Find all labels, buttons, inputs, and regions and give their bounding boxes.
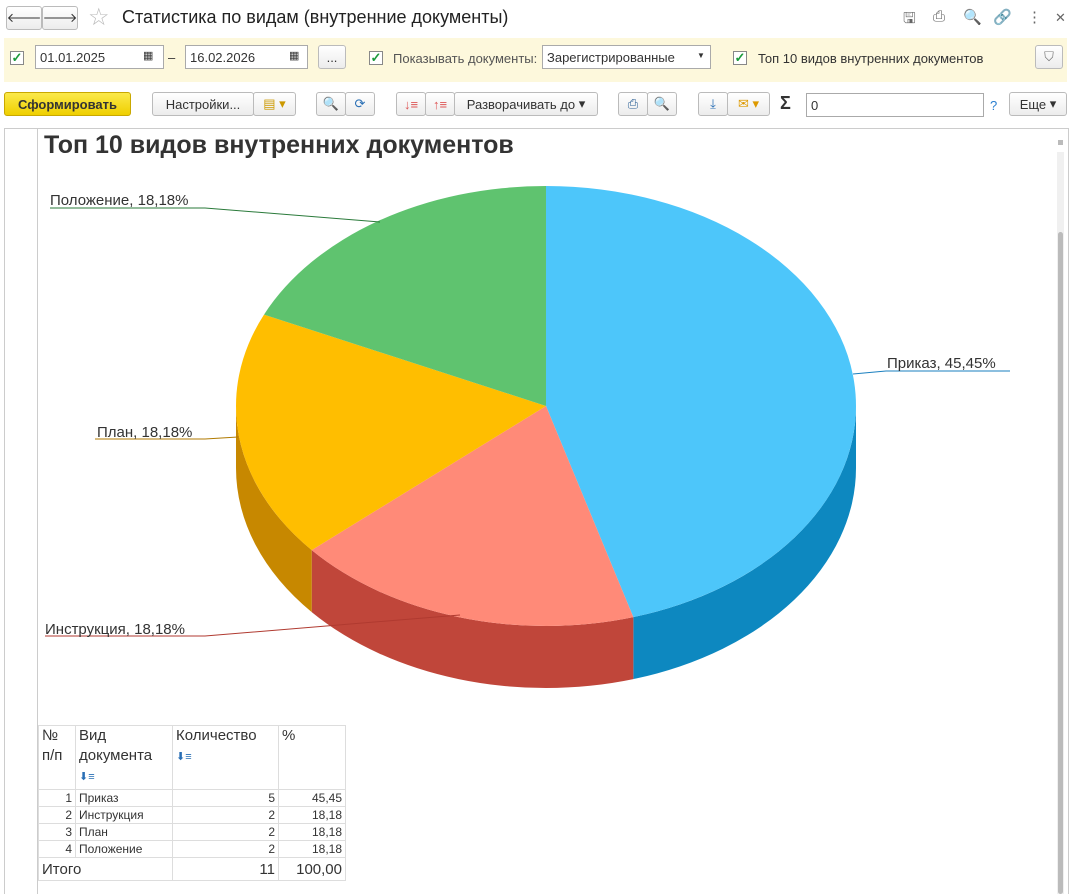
settings-button[interactable]: Настройки...: [152, 92, 254, 116]
email-button[interactable]: ✉ ▾: [727, 92, 770, 116]
row-doc-type: План: [75, 823, 173, 841]
row-percent: 18,18: [278, 840, 346, 858]
preview-icon[interactable]: 🔍: [963, 9, 982, 26]
table-row: 4 Положение 2 18,18: [38, 840, 346, 858]
header-number: № п/п: [38, 725, 76, 790]
leader-line: [852, 370, 1010, 375]
date-from-field[interactable]: 01.01.2025: [35, 45, 164, 69]
pie-side-Приказ: [633, 406, 856, 680]
leader-line: [45, 614, 461, 637]
print-preview-button[interactable]: 🔍: [647, 92, 677, 116]
scrollbar-thumb[interactable]: [1058, 232, 1063, 894]
row-count: 2: [172, 806, 279, 824]
show-docs-label: Показывать документы:: [393, 51, 538, 66]
calendar-icon[interactable]: ▦: [289, 50, 300, 62]
period-button[interactable]: ...: [318, 45, 346, 69]
pie-slice: [546, 186, 856, 618]
row-percent: 18,18: [278, 823, 346, 841]
header-count-label: Количество: [176, 727, 257, 744]
sum-field[interactable]: 0: [806, 93, 984, 117]
more-vert-icon[interactable]: ⋮: [1027, 9, 1042, 26]
forward-button[interactable]: 🡒: [42, 6, 78, 30]
show-docs-checkbox[interactable]: ✓: [369, 50, 383, 65]
favorite-star-icon[interactable]: ☆: [88, 4, 110, 31]
sum-icon: Σ: [780, 93, 791, 113]
slice-label: Положение, 18,18%: [50, 192, 188, 209]
row-percent: 45,45: [278, 789, 346, 807]
calendar-icon[interactable]: ▦: [143, 50, 154, 62]
total-count: 11: [172, 857, 279, 881]
search-replace-button[interactable]: ⟳: [345, 92, 375, 116]
close-icon[interactable]: ✕: [1055, 10, 1066, 25]
link-icon[interactable]: 🔗: [993, 9, 1012, 26]
row-number: 4: [38, 840, 76, 858]
row-doc-type: Инструкция: [75, 806, 173, 824]
header-doc-type-label: Вид документа: [79, 727, 153, 764]
pie-slice: [235, 314, 546, 551]
sort-desc-button[interactable]: ↓≡: [396, 92, 426, 116]
row-number: 3: [38, 823, 76, 841]
sort-icon[interactable]: ⬇≡: [176, 751, 192, 763]
date-dash: –: [168, 50, 176, 65]
window-title: Статистика по видам (внутренние документ…: [122, 7, 509, 27]
help-link[interactable]: ?: [990, 98, 998, 113]
filter-button[interactable]: ⛉: [1035, 45, 1063, 69]
back-button[interactable]: 🡐: [6, 6, 42, 30]
variants-button[interactable]: ▤ ▾: [253, 92, 296, 116]
row-count: 2: [172, 840, 279, 858]
row-percent: 18,18: [278, 806, 346, 824]
slice-label: План, 18,18%: [97, 424, 192, 441]
header-count[interactable]: Количество ⬇≡: [172, 725, 279, 790]
pie-side-План: [236, 406, 312, 613]
row-doc-type: Приказ: [75, 789, 173, 807]
pie-slice: [311, 406, 634, 626]
table-header-row: № п/п Вид документа ⬇≡ Количество ⬇≡ %: [38, 725, 346, 790]
save-icon[interactable]: 🖫: [903, 10, 916, 27]
report-area: [4, 128, 1069, 894]
row-count: 5: [172, 789, 279, 807]
download-button[interactable]: ⤓: [698, 92, 728, 116]
date-checkbox[interactable]: ✓: [10, 50, 24, 65]
header-doc-type[interactable]: Вид документа ⬇≡: [75, 725, 173, 790]
expand-label: Разворачивать до: [466, 96, 576, 112]
top10-checkbox[interactable]: ✓: [733, 50, 747, 65]
table-row: 2 Инструкция 2 18,18: [38, 806, 346, 824]
total-label: Итого: [38, 857, 173, 881]
slice-label: Инструкция, 18,18%: [45, 621, 185, 638]
row-count: 2: [172, 823, 279, 841]
table-row: 1 Приказ 5 45,45: [38, 789, 346, 807]
table-total-row: Итого 11 100,00: [38, 857, 346, 881]
leader-line: [50, 207, 381, 223]
chevron-down-icon[interactable]: ▼: [697, 51, 705, 60]
total-percent: 100,00: [278, 857, 346, 881]
print-icon[interactable]: ⎙: [933, 8, 946, 25]
table-row: 3 План 2 18,18: [38, 823, 346, 841]
more-button[interactable]: Еще ▾: [1009, 92, 1067, 116]
row-doc-type: Положение: [75, 840, 173, 858]
more-label: Еще: [1019, 96, 1047, 112]
pie-side-Инструкция: [311, 550, 634, 688]
top10-label: Топ 10 видов внутренних документов: [758, 51, 984, 66]
sort-asc-button[interactable]: ↑≡: [425, 92, 455, 116]
scroll-up-icon[interactable]: [1058, 140, 1063, 145]
row-number: 1: [38, 789, 76, 807]
filter-panel: [4, 38, 1067, 82]
show-docs-select[interactable]: Зарегистрированные: [542, 45, 711, 69]
pie-slice: [264, 186, 546, 406]
leader-line: [95, 436, 239, 440]
report-left-margin: [37, 129, 38, 894]
slice-label: Приказ, 45,45%: [887, 355, 996, 372]
report-title: Топ 10 видов внутренних документов: [44, 131, 514, 159]
expand-button[interactable]: Разворачивать до ▾: [454, 92, 598, 116]
generate-button[interactable]: Сформировать: [4, 92, 131, 116]
report-table: № п/п Вид документа ⬇≡ Количество ⬇≡ % 1…: [38, 725, 346, 881]
header-percent: %: [278, 725, 346, 790]
sort-icon[interactable]: ⬇≡: [79, 771, 95, 783]
row-number: 2: [38, 806, 76, 824]
date-to-field[interactable]: 16.02.2026: [185, 45, 308, 69]
